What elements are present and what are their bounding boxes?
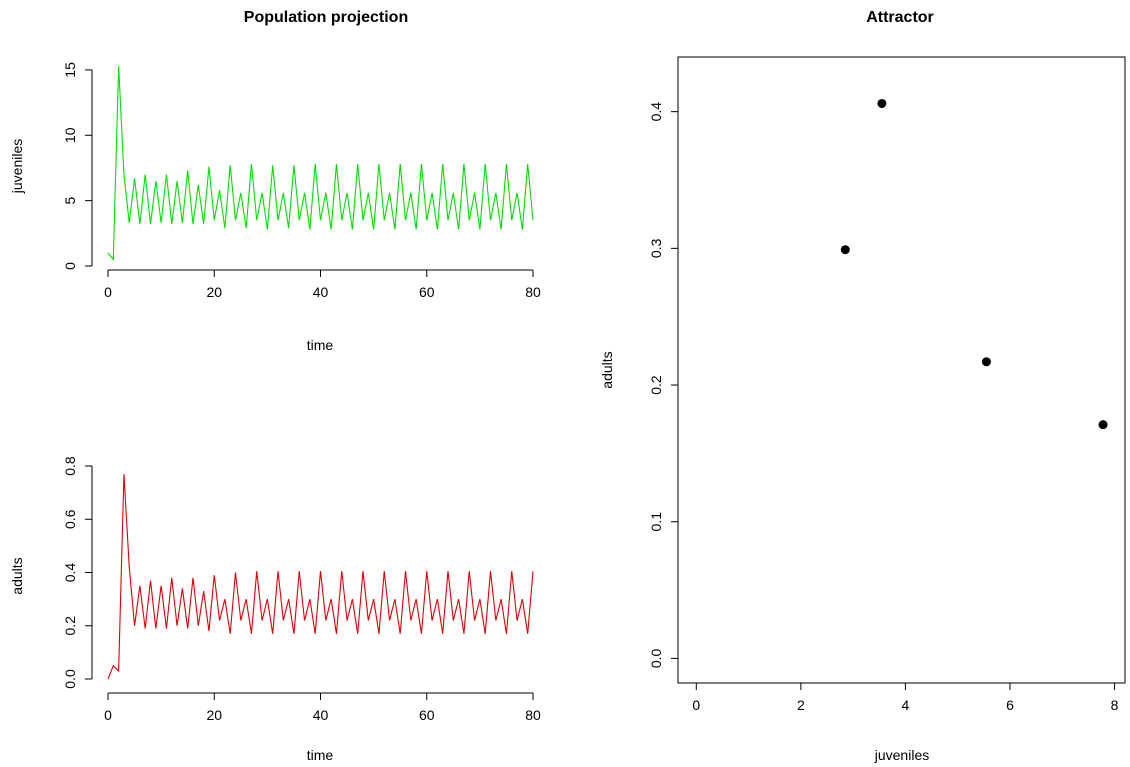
- y-tick-label: 0: [62, 262, 78, 270]
- y-tick-label: 0.8: [62, 456, 78, 476]
- chart-3: 0 2 4 6 8 0.0 0.1 0.2 0.3 0.4 juveniles adults Attra…: [599, 9, 1126, 763]
- x-tick-label: 20: [206, 707, 222, 723]
- y-tick-label: 0.2: [62, 616, 78, 636]
- y-tick-label: 0.0: [62, 669, 78, 689]
- x-tick-label: 40: [313, 284, 329, 300]
- x-tick-label: 40: [313, 707, 329, 723]
- y-tick-label: 0.2: [648, 375, 664, 395]
- y-axis-title: adults: [599, 351, 615, 388]
- x-tick-label: 4: [902, 697, 910, 713]
- chart-2: 0 20 40 60 80 0.0 0.2 0.4 0.6 0.8 time adults: [9, 456, 541, 763]
- data-point: [877, 98, 887, 108]
- x-tick-label: 60: [419, 707, 435, 723]
- x-axis-title: time: [307, 747, 334, 763]
- x-tick-label: 80: [525, 707, 541, 723]
- y-tick-label: 0.4: [648, 102, 664, 122]
- x-tick-label: 80: [525, 284, 541, 300]
- y-tick-label: 0.6: [62, 509, 78, 529]
- chart-1: 0 20 40 60 80 0 5 10 15 time juveniles Population p…: [9, 9, 541, 353]
- y-tick-label: 0.1: [648, 512, 664, 532]
- y-tick-label: 0.4: [62, 563, 78, 583]
- data-point: [1098, 420, 1108, 430]
- y-tick-label: 15: [62, 62, 78, 78]
- y-tick-label: 5: [62, 197, 78, 205]
- y-axis-title: adults: [9, 557, 25, 594]
- y-tick-label: 0.0: [648, 648, 664, 668]
- x-tick-label: 0: [104, 707, 112, 723]
- x-tick-label: 6: [1006, 697, 1014, 713]
- x-tick-label: 60: [419, 284, 435, 300]
- chart-title: Population projection: [244, 9, 408, 26]
- data-point: [840, 245, 850, 255]
- x-tick-label: 0: [692, 697, 700, 713]
- x-tick-label: 8: [1111, 697, 1119, 713]
- x-tick-label: 2: [797, 697, 805, 713]
- x-axis-title: time: [307, 337, 334, 353]
- y-tick-label: 0.3: [648, 238, 664, 258]
- y-tick-label: 10: [62, 127, 78, 143]
- series-line: [107, 65, 534, 261]
- plot-box: [677, 56, 1126, 684]
- x-tick-label: 20: [206, 284, 222, 300]
- data-point: [981, 357, 991, 367]
- y-axis-title: juveniles: [9, 139, 25, 194]
- x-axis-title: juveniles: [874, 747, 929, 763]
- series-line: [107, 473, 534, 680]
- chart-title: Attractor: [866, 9, 934, 26]
- x-tick-label: 0: [104, 284, 112, 300]
